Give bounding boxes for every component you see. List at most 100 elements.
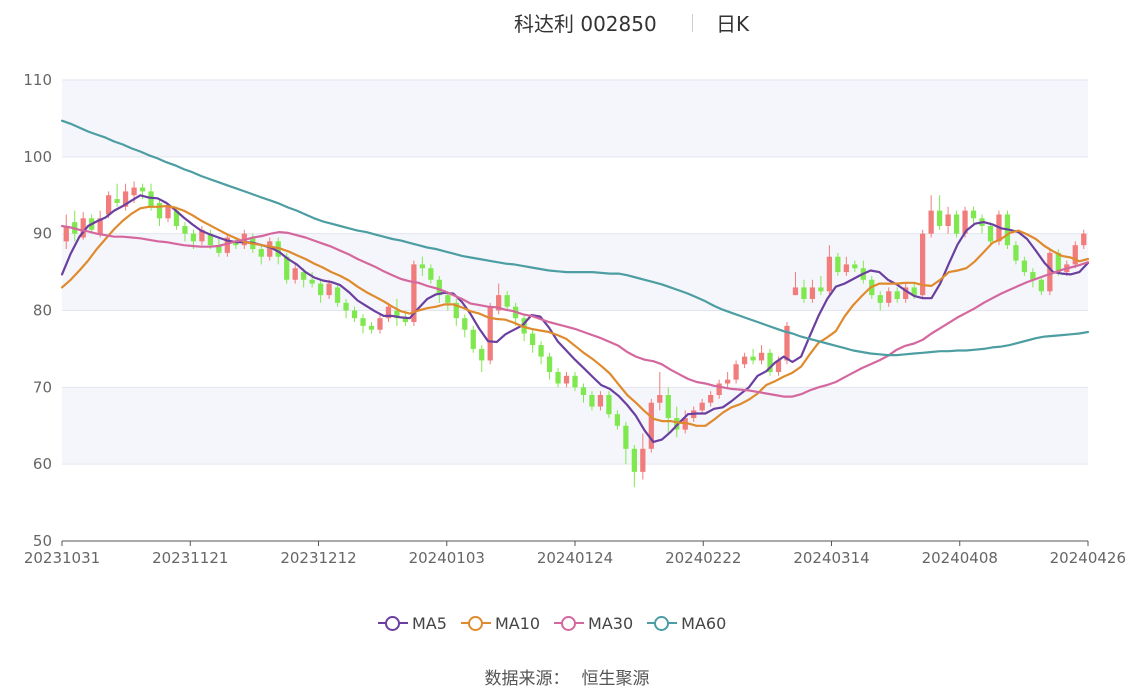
candle-body	[724, 379, 731, 384]
candle-body	[903, 287, 909, 299]
candle-body	[648, 402, 654, 449]
candle-body	[343, 302, 349, 311]
candle-body	[368, 325, 375, 330]
candle-body	[606, 395, 612, 415]
stock-title: 科达利 002850	[514, 12, 657, 36]
candle-body	[445, 295, 451, 303]
candle-body	[106, 195, 112, 215]
legend-item-ma60[interactable]: MA60	[647, 613, 726, 633]
candle-body	[784, 325, 790, 361]
candle-body	[1030, 272, 1036, 280]
candle-body	[402, 318, 409, 323]
candle-body	[665, 395, 671, 419]
candle-body	[741, 356, 748, 365]
chart-header: 科达利 002850 日K	[0, 6, 1134, 38]
candle-body	[436, 279, 442, 296]
candle-body	[945, 214, 951, 226]
candle-body	[708, 395, 714, 403]
candle-body	[877, 295, 883, 303]
candlestick-chart: 50 60 70 80 90 100 110 20231031 20231121 20231212…	[23, 71, 1126, 567]
candle-body	[555, 371, 561, 384]
candle-body	[546, 356, 553, 372]
candle-body	[809, 287, 816, 299]
chart-legend: MA5 MA10 MA30 MA60	[378, 612, 740, 636]
candle-body	[1047, 252, 1053, 292]
candle-body	[462, 318, 468, 330]
candle-body	[826, 256, 833, 292]
candle-body	[987, 225, 994, 242]
y-tick-label: 100	[23, 148, 52, 166]
candle-body	[394, 310, 400, 319]
candle-body	[131, 187, 137, 196]
data-source: 数据来源： 恒生聚源	[0, 664, 1134, 689]
candle-body	[580, 387, 587, 396]
y-tick-label: 110	[23, 71, 52, 89]
grid-band	[62, 80, 1088, 157]
candle-body	[563, 375, 570, 384]
candle-body	[63, 225, 69, 242]
x-tick-label: 20240103	[409, 549, 485, 567]
candle-body	[886, 291, 892, 303]
candle-body	[504, 295, 510, 307]
x-tick-label: 20231121	[152, 549, 228, 567]
candle-body	[1021, 260, 1028, 273]
series-line-ma30	[60, 224, 1090, 398]
candle-body	[1072, 245, 1078, 265]
legend-swatch	[378, 616, 408, 631]
candle-body	[920, 233, 926, 296]
candle-body	[334, 287, 341, 303]
candle-body	[360, 318, 366, 326]
candle-body	[267, 241, 273, 257]
candle-body	[317, 283, 324, 296]
y-tick-label: 50	[33, 532, 52, 550]
candle-body	[631, 448, 637, 472]
candle-body	[479, 348, 485, 361]
legend-swatch	[554, 616, 585, 631]
legend-item-ma30[interactable]: MA30	[554, 613, 633, 633]
candle-body	[411, 264, 417, 323]
candle-body	[589, 395, 595, 407]
candle-body	[80, 218, 86, 238]
candle-body	[936, 210, 943, 226]
candle-body	[818, 287, 824, 292]
candle-body	[894, 291, 900, 299]
candle-body	[614, 414, 621, 426]
candle-body	[843, 264, 849, 273]
candle-body	[775, 360, 782, 372]
y-tick-label: 80	[33, 302, 52, 320]
x-tick-label: 20240314	[793, 549, 869, 567]
candle-body	[529, 333, 536, 346]
x-tick-label: 20240408	[922, 549, 998, 567]
candle-body	[258, 249, 264, 257]
legend-label: MA5	[412, 613, 447, 633]
y-tick-label: 60	[33, 455, 52, 473]
candle-body	[309, 279, 315, 284]
candle-body	[699, 402, 705, 411]
candle-body	[496, 295, 502, 311]
candle-body	[199, 229, 205, 242]
candle-body	[733, 364, 739, 380]
legend-item-ma5[interactable]: MA5	[378, 613, 447, 633]
candle-body	[970, 210, 977, 219]
candle-body	[377, 318, 383, 330]
candle-body	[657, 395, 663, 403]
candle-body	[928, 210, 934, 234]
legend-item-ma10[interactable]: MA10	[460, 613, 540, 633]
candle-body	[716, 383, 722, 396]
candle-body	[1038, 279, 1044, 292]
candle-body	[233, 241, 239, 246]
candle-body	[173, 210, 180, 226]
candle-body	[852, 264, 858, 269]
data-source-name: 恒生聚源	[581, 669, 650, 689]
candle-body	[597, 395, 604, 407]
candle-body	[216, 245, 222, 253]
candle-body	[758, 352, 765, 361]
grid-band	[62, 156, 1088, 234]
candle-body	[572, 375, 578, 388]
candle-body	[487, 306, 493, 361]
grid-band	[62, 464, 1088, 541]
x-tick-label: 20240426	[1050, 549, 1126, 567]
candle-body	[623, 425, 629, 449]
legend-swatch	[460, 616, 491, 631]
period-tab-daily[interactable]: 日K	[716, 12, 750, 36]
